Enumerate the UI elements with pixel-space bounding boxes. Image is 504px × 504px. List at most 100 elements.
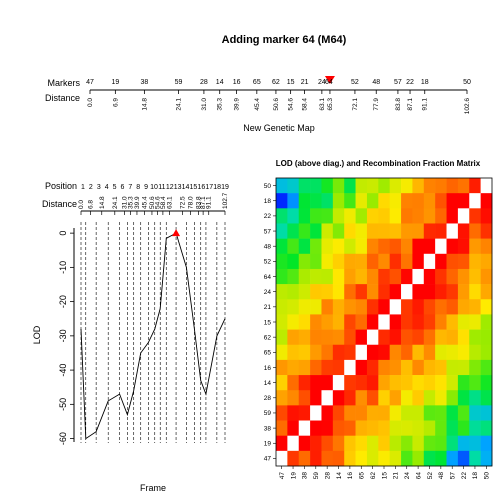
matrix-cell [332,390,345,406]
lod-distance-label: 54.6 [155,196,162,209]
position-label: 10 [150,184,158,191]
matrix-cell [298,299,311,315]
matrix-cell [457,420,470,436]
matrix-cell [469,329,481,346]
matrix-row-label: 14 [264,380,272,387]
map-marker-name: 48 [372,79,380,86]
markers-row-label: Markers [47,78,80,88]
lod-x-label: Frame [140,483,166,493]
matrix-cell [457,359,470,376]
matrix-col-label: 59 [313,472,320,480]
map-distance-label: 6.9 [112,98,119,107]
matrix-cell [423,314,436,330]
lod-distance-label: 91.1 [206,196,213,209]
matrix-cell [446,238,459,255]
map-marker-name: 64 [325,79,333,86]
matrix-cell [321,268,334,285]
matrix-cell [310,223,322,239]
matrix-cell [355,390,368,406]
matrix-cell [287,375,300,391]
matrix-cell [355,253,368,270]
matrix-cell [480,450,493,467]
map-marker-name: 50 [463,79,471,86]
matrix-cell [366,405,379,421]
lod-distance-label: 0.0 [78,200,85,209]
matrix-cell [287,193,300,209]
matrix-cell [378,284,390,300]
matrix-row-label: 16 [264,365,272,372]
matrix-cell [366,375,379,391]
matrix-cell [378,253,390,270]
matrix-cell [457,405,470,421]
matrix-cell [389,420,402,436]
matrix-cell [423,390,436,406]
matrix-cell [378,359,390,376]
matrix-col-label: 47 [279,472,286,480]
matrix-cell [344,450,356,467]
map-distance-label: 50.6 [273,98,280,111]
matrix-cell [332,223,345,239]
matrix-cell [366,268,379,285]
lod-series [80,229,226,440]
matrix-cell [435,223,447,239]
map-marker-name: 21 [301,79,309,86]
matrix-row-label: 57 [264,228,272,235]
matrix-cell [480,359,493,376]
matrix-cell [287,223,300,239]
matrix-cell [298,314,311,330]
matrix-cell [378,314,390,330]
matrix-cell [412,375,425,391]
position-row-label: Position [45,181,77,191]
genetic-map-panel: Adding marker 64 (M64) Markers Distance … [45,34,471,133]
matrix-cell [355,314,368,330]
matrix-cell [469,223,481,239]
matrix-cell [344,375,356,391]
lod-y-ticks: 0 -10 -20 -30 -40 -50 -60 [58,231,74,445]
matrix-cell [389,268,402,285]
matrix-cell [423,375,436,391]
lod-y-tick-label: -10 [58,261,68,274]
matrix-cell [378,329,390,346]
matrix-cell [423,405,436,421]
matrix-cell [389,359,402,376]
matrix-cell [366,314,379,330]
matrix-cell [310,193,322,209]
matrix-cell [378,420,390,436]
matrix-cell [401,253,413,270]
map-marker-name: 15 [287,79,295,86]
matrix-cell [321,223,334,239]
matrix-cell [344,193,356,209]
matrix-cell [457,178,470,194]
matrix-row-label: 22 [264,213,272,220]
matrix-cell [298,344,311,361]
matrix-cell [378,405,390,421]
matrix-cell [298,208,311,224]
matrix-cell [310,435,322,452]
matrix-row-label: 50 [264,183,272,190]
matrix-cell [469,284,481,300]
matrix-cell [321,314,334,330]
matrix-col-label: 16 [347,472,354,480]
matrix-cell [412,268,425,285]
matrix-cell [321,238,334,255]
matrix-cell [287,299,300,315]
matrix-cell [378,268,390,285]
matrix-cell [389,329,402,346]
map-marker-name: 24 [318,79,326,86]
map-distance-label: 0.0 [87,98,94,107]
position-label: 8 [136,184,140,191]
matrix-cell [480,268,493,285]
matrix-cell [412,344,425,361]
matrix-cell [332,268,345,285]
matrix-cell [469,178,481,194]
matrix-cell [332,178,345,194]
matrix-cell [446,208,459,224]
matrix-cell [310,314,322,330]
matrix-cell [332,435,345,452]
matrix-cell [310,420,322,436]
matrix-cell [378,208,390,224]
matrix-cell [366,193,379,209]
matrix-cell [355,435,368,452]
matrix-cell [401,359,413,376]
